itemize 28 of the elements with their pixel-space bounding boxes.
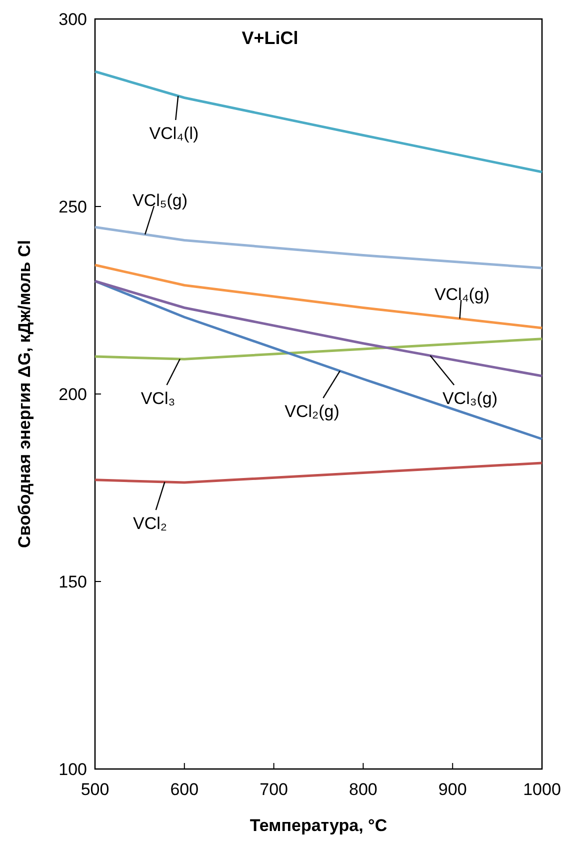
series-label: VCl₄(l) [149,124,199,143]
series-label: VCl₃(g) [442,388,498,408]
line-series [94,226,544,270]
text: V+LiCl [242,28,298,48]
x-tick-label: 900 [438,780,467,799]
y-tick-label: 250 [58,197,87,216]
x-tick-label: 1000 [523,780,561,799]
series-label: VCl₂ [133,514,167,533]
line-series [94,338,544,360]
line-series [94,462,544,484]
y-tick-label: 150 [58,572,87,592]
line-series [94,280,544,378]
x-tick-label: 500 [80,780,110,799]
line-series [94,264,544,330]
line-series [94,70,544,174]
x-tick-label: 800 [349,780,378,799]
y-axis-title: Свободная энергия ΔG, кДж/моль Cl [15,240,34,548]
x-tick-label: 700 [260,780,288,799]
series-label: VCl₂(g) [284,402,340,421]
y-tick-label: 100 [58,760,87,779]
x-axis-title: Температура, °C [250,816,388,835]
x-tick-label: 600 [170,780,199,799]
y-tick-label: 200 [58,384,87,404]
series-label: VCl₅(g) [132,190,188,210]
series-label: VCl₄(g) [434,284,490,304]
series-label: VCl₃ [140,388,176,408]
line-series [94,280,544,440]
y-tick-label: 300 [58,10,87,29]
